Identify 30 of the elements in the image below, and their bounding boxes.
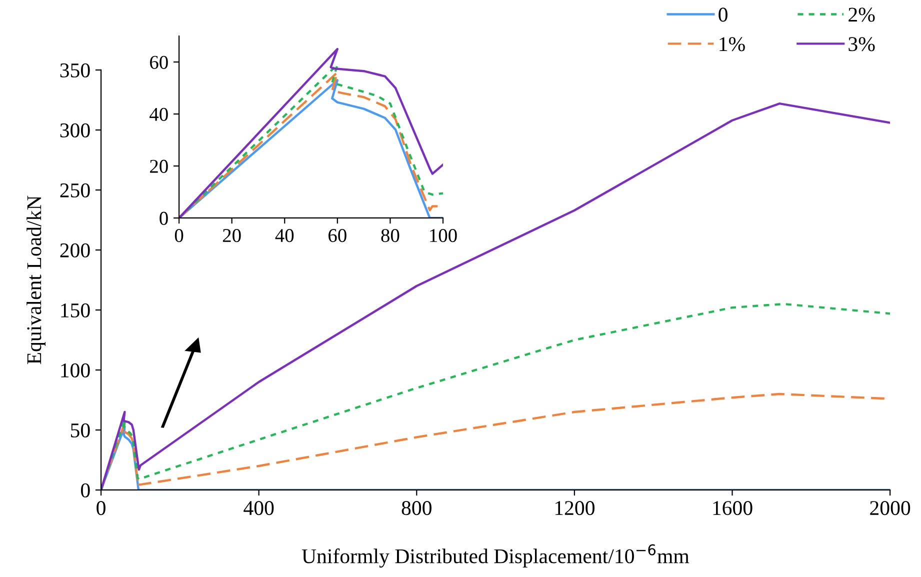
y-tick-label: 0: [160, 212, 168, 225]
x-tick-label: 20: [222, 228, 241, 242]
x-tick-label: 60: [328, 228, 346, 242]
x-tick-label: 2000: [870, 501, 910, 516]
x-tick-label: 40: [275, 228, 294, 242]
legend-label: 0: [718, 8, 728, 22]
legend-label: 2%: [848, 8, 875, 22]
legend-label: 3%: [848, 37, 875, 52]
y-tick-label: 200: [60, 243, 90, 258]
x-tick-label: 0: [96, 501, 106, 516]
x-tick-label: 1200: [555, 501, 594, 516]
x-tick-label: 0: [174, 228, 184, 242]
x-tick-label: 80: [381, 228, 400, 242]
y-tick-label: 0: [80, 483, 90, 498]
x-tick-label: 800: [402, 501, 432, 516]
x-tick-label: 100: [430, 228, 457, 242]
y-tick-label: 350: [60, 63, 90, 78]
y-tick-label: 60: [150, 56, 168, 69]
y-tick-label: 150: [61, 303, 90, 318]
y-axis-title: Equivalent Load/kN: [26, 196, 46, 364]
x-tick-label: 1600: [713, 501, 752, 516]
legend-label: 1%: [720, 37, 745, 52]
y-tick-label: 300: [60, 123, 90, 138]
y-tick-label: 50: [70, 423, 90, 438]
y-tick-label: 100: [61, 363, 90, 378]
x-tick-label: 400: [244, 501, 274, 516]
x-axis-title: Uniformly Distributed Displacement/10$^{−6}$mm: [302, 544, 690, 568]
y-tick-label: 40: [150, 108, 168, 121]
y-tick-label: 20: [150, 160, 168, 173]
y-tick-label: 250: [60, 183, 90, 198]
